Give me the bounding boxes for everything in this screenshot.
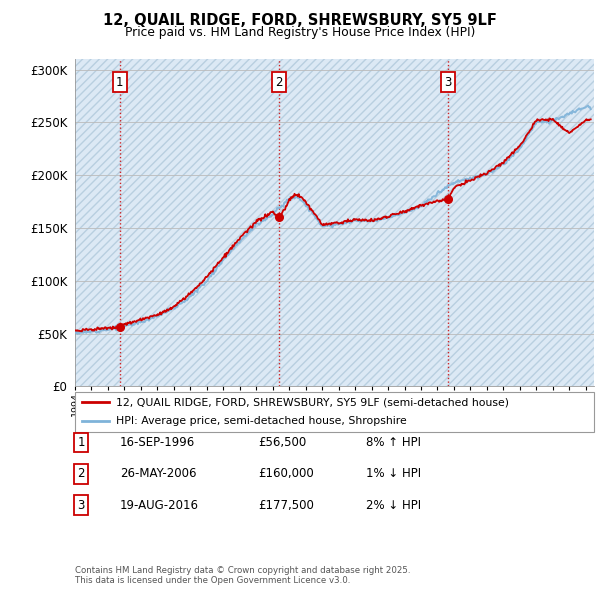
Text: HPI: Average price, semi-detached house, Shropshire: HPI: Average price, semi-detached house,… [116,417,407,426]
Text: £56,500: £56,500 [258,436,306,449]
Text: 3: 3 [77,499,85,512]
Text: 1: 1 [116,76,124,88]
Text: 1% ↓ HPI: 1% ↓ HPI [366,467,421,480]
Text: 12, QUAIL RIDGE, FORD, SHREWSBURY, SY5 9LF: 12, QUAIL RIDGE, FORD, SHREWSBURY, SY5 9… [103,13,497,28]
Text: £177,500: £177,500 [258,499,314,512]
Text: Contains HM Land Registry data © Crown copyright and database right 2025.
This d: Contains HM Land Registry data © Crown c… [75,566,410,585]
Text: 16-SEP-1996: 16-SEP-1996 [120,436,195,449]
Text: 2: 2 [275,76,283,88]
Text: 12, QUAIL RIDGE, FORD, SHREWSBURY, SY5 9LF (semi-detached house): 12, QUAIL RIDGE, FORD, SHREWSBURY, SY5 9… [116,398,509,407]
Text: 19-AUG-2016: 19-AUG-2016 [120,499,199,512]
Text: 26-MAY-2006: 26-MAY-2006 [120,467,197,480]
Text: 2: 2 [77,467,85,480]
Text: £160,000: £160,000 [258,467,314,480]
Text: 2% ↓ HPI: 2% ↓ HPI [366,499,421,512]
Text: 1: 1 [77,436,85,449]
Text: 8% ↑ HPI: 8% ↑ HPI [366,436,421,449]
Text: 3: 3 [444,76,452,88]
Text: Price paid vs. HM Land Registry's House Price Index (HPI): Price paid vs. HM Land Registry's House … [125,26,475,39]
